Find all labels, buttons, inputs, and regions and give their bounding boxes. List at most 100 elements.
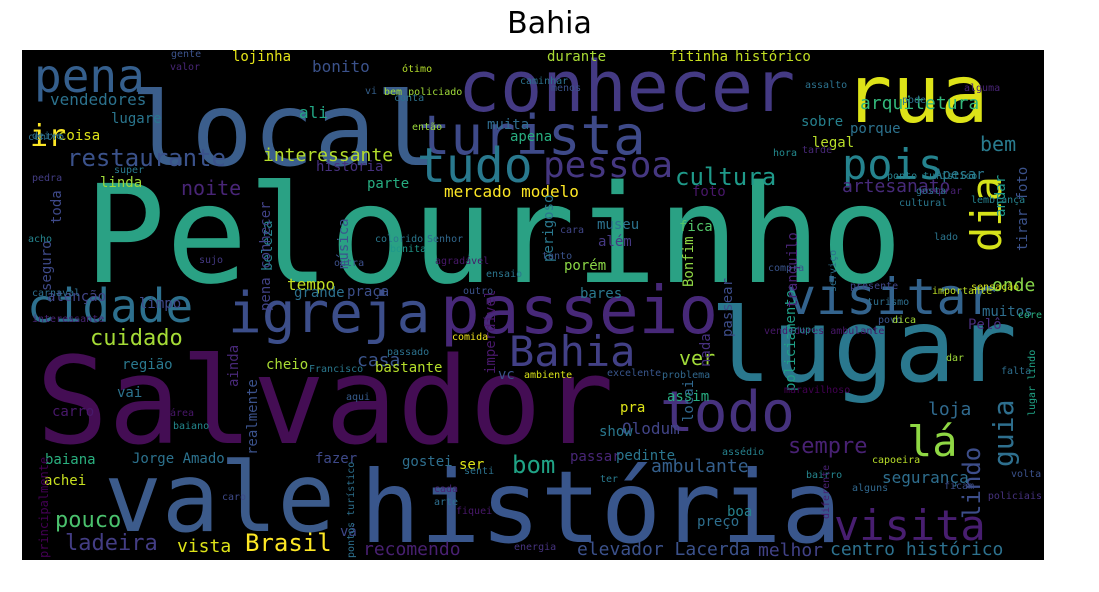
word-local: local xyxy=(130,71,438,190)
word-assedio: assédio xyxy=(722,447,765,458)
word-pessoa: pessoa xyxy=(543,145,674,186)
word-visita: visita xyxy=(834,501,986,550)
word-carnaval: carnaval xyxy=(32,288,81,299)
word-tanto: tanto xyxy=(542,251,573,262)
word-sensacao: sensação xyxy=(971,282,1020,293)
word-la: lá xyxy=(907,417,958,466)
word-problema: problema xyxy=(662,370,711,381)
word-ainda: ainda xyxy=(226,345,242,388)
word-assim: assim xyxy=(667,389,710,405)
word-turista: turista xyxy=(418,104,646,167)
word-pedinte: pedinte xyxy=(616,448,676,464)
word-visitar: visitar xyxy=(786,268,997,326)
word-centro-historico: centro histórico xyxy=(830,539,1004,560)
word-durante: durante xyxy=(547,50,607,65)
word-ver: ver xyxy=(679,346,716,370)
word-alem: além xyxy=(598,234,632,250)
word-interessante: interessante xyxy=(32,314,105,325)
word-pelo: Pelô xyxy=(968,317,1002,333)
word-comprar: comprar xyxy=(920,186,963,197)
word-lembranca: lembrança xyxy=(971,195,1026,206)
word-artesanato: artesanato xyxy=(842,176,951,197)
word-linda: linda xyxy=(100,175,143,191)
word-pena: pena xyxy=(34,50,145,103)
word-limpo: limpo xyxy=(139,296,182,312)
word-bahia: Bahia xyxy=(509,327,636,376)
word-dica: dica xyxy=(892,315,917,326)
word-grupo: grupo xyxy=(787,325,818,336)
word-realmente: realmente xyxy=(245,379,261,455)
word-cara: cara xyxy=(560,225,585,236)
word-ambiente: ambiente xyxy=(524,370,573,381)
word-restaurante: restaurante xyxy=(67,144,226,172)
word-bastante: bastante xyxy=(375,360,443,376)
word-passeio: passeio xyxy=(440,272,719,349)
word-porque: porque xyxy=(850,121,901,137)
word-tempo: tempo xyxy=(287,275,336,294)
word-caro: caro xyxy=(222,492,247,503)
word-ponto-turistico: ponto turístico xyxy=(887,171,978,182)
word-carro: carro xyxy=(52,404,95,420)
word-legal: legal xyxy=(812,135,855,151)
word-agradavel: agradável xyxy=(435,256,490,267)
word-muitos: muitos xyxy=(982,304,1033,320)
word-bonito: bonito xyxy=(312,57,370,76)
word-energia: energia xyxy=(514,542,557,553)
word-jorge-amado: Jorge Amado xyxy=(132,451,225,467)
word-muita: muita xyxy=(487,117,530,133)
word-brasil: Brasil xyxy=(245,529,332,557)
word-guia: guia xyxy=(987,400,1020,468)
word-boa: boa xyxy=(727,504,753,520)
word-deixe: deixe xyxy=(32,131,63,142)
word-ser: ser xyxy=(459,457,485,473)
word-arte: arte xyxy=(434,497,459,508)
word-historia: historia xyxy=(316,159,384,175)
word-cultural: cultural xyxy=(899,198,948,209)
word-diferente: diferente xyxy=(821,465,832,520)
word-policiais: policiais xyxy=(987,491,1042,502)
word-conta: conta xyxy=(394,93,425,104)
word-cloud: Pelourinho Salvador local vale história lugar… xyxy=(22,50,1044,560)
word-ambulante: ambulante xyxy=(651,456,749,477)
word-passear: passear xyxy=(720,278,736,338)
word-va: vá xyxy=(340,524,357,540)
word-pra: pra xyxy=(620,400,646,416)
chart-title: Bahia xyxy=(507,6,592,41)
word-vista: vista xyxy=(177,536,232,557)
word-area: área xyxy=(170,408,195,419)
word-ter: ter xyxy=(600,474,619,485)
word-povo: povo xyxy=(878,315,903,326)
word-interessante: interessante xyxy=(263,145,394,166)
word-tudo: tudo xyxy=(417,138,533,194)
word-aqui: aqui xyxy=(346,392,371,403)
word-importante: importante xyxy=(932,286,993,297)
word-locai: locai xyxy=(681,380,697,423)
word-hora: hora xyxy=(773,148,798,159)
word-olodum: Olodum xyxy=(622,419,680,438)
word-loja: loja xyxy=(928,399,972,420)
word-maravilhoso: maravilhoso xyxy=(784,385,851,396)
word-valor: valor xyxy=(170,62,201,73)
word-onde: onde xyxy=(992,275,1036,296)
word-cidade: cidade xyxy=(27,279,194,333)
word-tirar-foto: tirar foto xyxy=(1015,167,1031,252)
word-servico: serviço xyxy=(828,250,839,293)
word-cuidado: cuidado xyxy=(90,326,183,351)
word-lado: lado xyxy=(934,232,959,243)
word-entao: então xyxy=(412,122,443,133)
word-comida: comida xyxy=(452,332,489,343)
word-parte: parte xyxy=(367,176,410,192)
word-vi: vi xyxy=(365,86,378,97)
word-apena: apena xyxy=(510,129,553,145)
word-baiana: baiana xyxy=(45,452,96,468)
word-passado: passado xyxy=(387,347,430,358)
word-bares: bares xyxy=(580,286,623,302)
word-vendedores-ambulante: vendedores ambulante xyxy=(764,326,885,337)
word-gosta: gosta xyxy=(916,186,947,197)
word-noite: noite xyxy=(181,176,242,200)
word-historia: história xyxy=(360,449,842,560)
word-senhor: Senhor xyxy=(427,234,464,245)
word-caminhar: caminhar xyxy=(520,76,569,87)
word-conhecer: conhecer xyxy=(458,50,796,128)
word-nada: nada xyxy=(698,333,714,367)
